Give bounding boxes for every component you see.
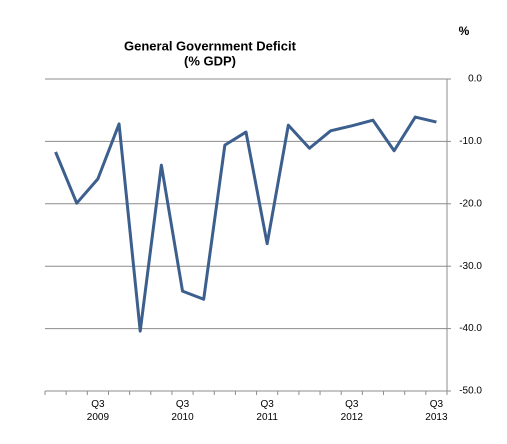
chart-subtitle: (% GDP) bbox=[184, 53, 236, 68]
y-tick-label: -50.0 bbox=[459, 386, 482, 397]
x-tick-label: Q3 2012 bbox=[340, 399, 363, 423]
x-tick-label: Q3 2010 bbox=[171, 399, 194, 423]
data-line bbox=[54, 115, 437, 333]
y-tick-label: -20.0 bbox=[459, 198, 482, 209]
chart-title: General Government Deficit bbox=[124, 38, 297, 53]
y-tick-label: -10.0 bbox=[459, 136, 482, 147]
y-axis-label: % bbox=[459, 24, 470, 38]
x-tick-label: Q3 2009 bbox=[86, 399, 110, 423]
x-tick-label: Q3 2013 bbox=[425, 399, 448, 423]
y-tick-label: -30.0 bbox=[459, 261, 482, 272]
y-tick-label: -40.0 bbox=[459, 323, 482, 334]
y-tick-label: 0.0 bbox=[468, 74, 482, 85]
x-tick-label: Q3 2011 bbox=[256, 399, 278, 423]
